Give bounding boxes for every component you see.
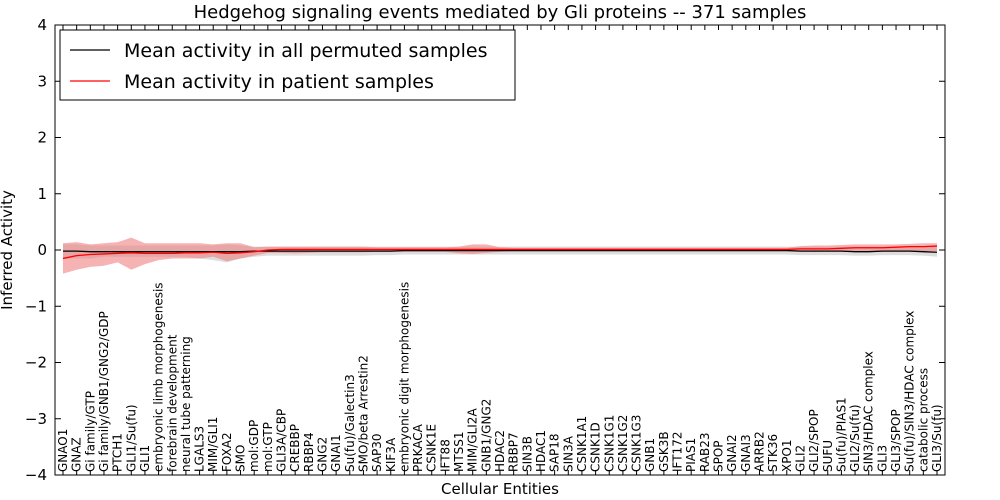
x-tick-label: MIM/GLI2A: [466, 408, 480, 472]
x-tick-label: LGALS3: [193, 426, 207, 472]
x-tick-label: STK36: [766, 434, 780, 472]
x-tick-label: PRKACA: [411, 423, 425, 472]
y-tick-label: 2: [37, 129, 47, 147]
x-tick-label: GNB1/GNG2: [479, 399, 493, 472]
line-series-1: [62, 245, 938, 260]
x-tick-label: SAP18: [548, 433, 562, 472]
x-tick-label: SIN3/HDAC complex: [862, 351, 876, 472]
x-tick-label: GNAZ: [70, 437, 84, 472]
x-tick-label: catabolic process: [916, 368, 930, 472]
line-series-0: [63, 249, 938, 253]
x-tick-label: GNG2: [315, 437, 329, 472]
x-tick-label: GNB1: [643, 438, 657, 472]
x-tick-label: CSNK1G3: [630, 415, 644, 472]
x-tick-label: HDAC2: [493, 430, 507, 472]
x-tick-label: MIM/GLI1: [206, 417, 220, 472]
x-tick-label: GLI1: [138, 445, 152, 472]
x-tick-label: RAB23: [698, 432, 712, 472]
x-tick-label: CSNK1E: [425, 424, 439, 472]
x-tick-label: GLI3/Su(fu): [930, 404, 944, 472]
x-tick-label: GLI3A/CBP: [275, 409, 289, 472]
x-tick-label: RBBP7: [507, 432, 521, 472]
series-lines: [62, 245, 938, 260]
x-tick-label: RBBP4: [302, 432, 316, 472]
x-tick-label: SIN3A: [561, 435, 575, 472]
x-tick-label: forebrain development: [165, 334, 179, 472]
x-tick-label: GNAI1: [329, 434, 343, 472]
x-tick-label: IFT172: [671, 432, 685, 472]
band-series-1: [63, 237, 937, 274]
y-tick-label: −4: [25, 466, 47, 484]
x-tick-label: MTSS1: [452, 431, 466, 472]
x-tick-label: IFT88: [438, 439, 452, 472]
y-tick-label: −3: [25, 410, 47, 428]
x-tick-label: SIN3B: [520, 436, 534, 472]
chart-title: Hedgehog signaling events mediated by Gl…: [194, 2, 807, 23]
x-tick-label: CREBBP: [288, 424, 302, 472]
x-tick-label: GNAI2: [725, 434, 739, 472]
legend-permuted-label: Mean activity in all permuted samples: [124, 40, 487, 62]
x-tick-label: SAP30: [370, 433, 384, 472]
x-tick-label: SUFU: [821, 440, 835, 472]
x-tick-label: ARRB2: [752, 431, 766, 472]
y-axis: −4 −3 −2 −1 0 1 2 3 4: [25, 16, 945, 484]
y-tick-label: 3: [37, 72, 47, 90]
y-tick-label: 1: [37, 185, 47, 203]
x-tick-label: SMO: [234, 445, 248, 472]
x-tick-label: Gi family/GNB1/GNG2/GDP: [97, 311, 111, 472]
x-tick-label: GLI3: [875, 445, 889, 472]
y-tick-label: −2: [25, 354, 47, 372]
legend-box: [59, 29, 516, 101]
x-tick-label: GLI2: [793, 445, 807, 472]
x-tick-label: Su(fu)/Galectin3: [343, 374, 357, 472]
legend-patient-label: Mean activity in patient samples: [124, 71, 434, 93]
x-tick-label: CSNK1G2: [616, 415, 630, 472]
plot-frame: [54, 24, 946, 476]
x-tick-label: GLI3/SPOP: [889, 409, 903, 472]
x-tick-label: Su(fu)/PIAS1: [834, 397, 848, 472]
x-tick-label: GNAI3: [739, 434, 753, 472]
x-tick-label: GLI2/SPOP: [807, 409, 821, 472]
x-tick-label: neural tube patterning: [179, 336, 193, 472]
x-tick-label: GNAO1: [56, 429, 70, 472]
y-axis-label: Inferred Activity: [0, 190, 16, 310]
y-tick-label: −1: [25, 297, 47, 315]
x-tick-label: PIAS1: [684, 438, 698, 472]
x-tick-label: mol:GDP: [247, 420, 261, 472]
x-tick-label: CSNK1G1: [602, 415, 616, 472]
x-axis: GNAO1 GNAZ Gi family/GTP Gi family/GNB1/GNG…: [56, 25, 944, 475]
x-tick-label: Gi family/GTP: [83, 391, 97, 472]
x-tick-label: CSNK1D: [589, 422, 603, 472]
y-tick-label: 4: [37, 16, 47, 34]
x-tick-label: embryonic digit morphogenesis: [397, 282, 411, 472]
x-tick-label: KIF3A: [384, 437, 398, 472]
x-tick-label: CSNK1A1: [575, 416, 589, 472]
x-tick-label: XPO1: [780, 439, 794, 472]
x-tick-label: embryonic limb morphogenesis: [152, 282, 166, 472]
x-axis-label: Cellular Entities: [441, 480, 559, 498]
legend: Mean activity in all permuted samples Me…: [59, 29, 516, 101]
y-tick-label: 0: [37, 241, 47, 259]
x-tick-label: GSK3B: [657, 431, 671, 472]
x-tick-label: FOXA2: [220, 432, 234, 472]
x-tick-label: GLI1/Su(fu): [124, 404, 138, 472]
x-tick-label: HDAC1: [534, 430, 548, 472]
x-tick-label: SPOP: [712, 440, 726, 472]
x-tick-label: PTCH1: [111, 433, 125, 472]
x-tick-label: SMO/beta Arrestin2: [356, 355, 370, 472]
confidence-bands: [63, 237, 937, 274]
x-tick-label: GLI2/Su(fu): [848, 404, 862, 472]
x-tick-label: Su(fu)/SIN3/HDAC complex: [903, 311, 917, 472]
x-tick-label: mol:GTP: [261, 422, 275, 472]
